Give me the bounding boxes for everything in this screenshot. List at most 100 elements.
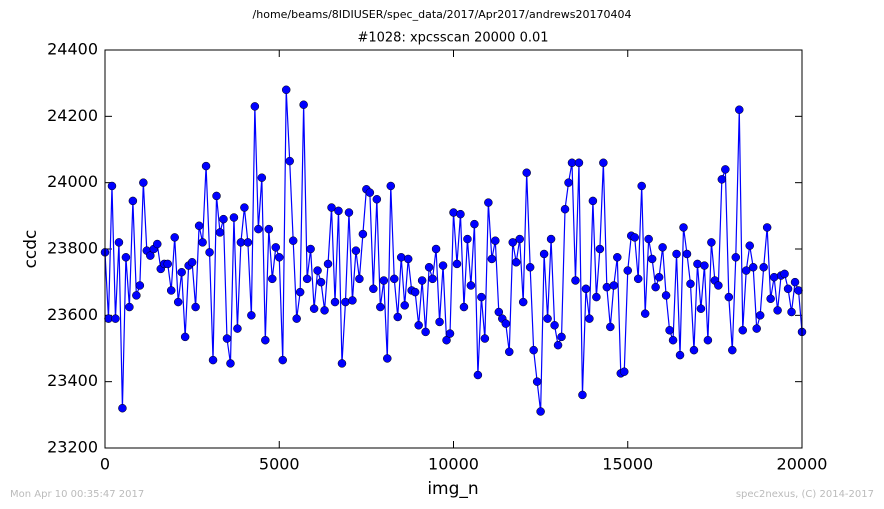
data-point: [306, 244, 315, 254]
data-point: [661, 291, 671, 300]
data-point: [320, 306, 329, 315]
data-point: [139, 178, 148, 187]
data-point: [630, 233, 639, 242]
data-point: [212, 191, 221, 201]
data-point: [201, 161, 211, 171]
data-point: [759, 262, 768, 272]
data-point: [731, 253, 741, 262]
data-point: [672, 249, 681, 259]
data-point: [383, 354, 392, 363]
data-point: [571, 276, 580, 285]
data-point: [424, 262, 434, 272]
data-point: [592, 292, 601, 302]
data-point: [194, 221, 204, 231]
data-point: [250, 102, 260, 111]
data-point: [766, 294, 775, 303]
data-point: [295, 287, 305, 297]
data-point: [557, 332, 566, 342]
data-point: [550, 321, 559, 330]
data-point: [518, 297, 528, 307]
data-point: [438, 261, 448, 270]
chart-title: #1028: xpcsscan 20000 0.01: [357, 31, 548, 46]
data-point: [752, 324, 761, 333]
data-point: [717, 175, 727, 184]
data-point: [536, 407, 545, 416]
footer-left: Mon Apr 10 00:35:47 2017: [10, 489, 144, 500]
data-point: [574, 158, 584, 168]
y-tick-label: 24200: [47, 106, 98, 125]
data-point: [581, 284, 591, 294]
data-point: [602, 282, 612, 292]
data-point: [330, 297, 340, 307]
data-point: [794, 286, 803, 295]
y-tick-label: 24400: [47, 40, 98, 59]
data-point: [146, 251, 155, 260]
data-point: [191, 302, 200, 312]
data-point: [445, 329, 455, 338]
data-point: [682, 249, 692, 259]
data-point: [644, 234, 653, 244]
data-point: [135, 281, 145, 290]
data-point: [379, 276, 389, 285]
data-point: [226, 359, 235, 368]
data-point: [327, 203, 336, 212]
data-point: [435, 317, 444, 327]
data-point: [452, 259, 462, 269]
data-point: [609, 281, 619, 290]
data-point: [529, 345, 538, 355]
data-point: [278, 355, 287, 365]
data-point: [658, 243, 667, 252]
data-point: [177, 267, 186, 277]
data-point: [588, 196, 598, 206]
data-point: [543, 314, 552, 323]
data-point: [470, 219, 479, 229]
data-point: [780, 269, 789, 279]
data-point: [654, 272, 664, 282]
data-point: [511, 258, 521, 267]
data-point: [386, 181, 396, 191]
data-point: [620, 367, 629, 376]
data-point: [647, 254, 657, 264]
data-point: [456, 209, 465, 219]
data-point: [515, 234, 524, 244]
data-point: [240, 203, 249, 212]
data-point: [369, 284, 378, 294]
data-point: [728, 345, 737, 355]
data-point: [247, 311, 256, 320]
data-point: [400, 301, 409, 310]
data-point: [442, 335, 451, 345]
data-point: [707, 238, 716, 247]
data-point: [532, 377, 542, 386]
data-point: [484, 198, 493, 207]
data-point: [243, 238, 253, 247]
data-point: [431, 244, 441, 254]
data-point: [494, 307, 504, 317]
data-point: [463, 234, 472, 244]
data-point: [487, 254, 497, 264]
data-point: [755, 311, 765, 320]
data-point: [292, 314, 301, 323]
data-point: [480, 334, 490, 343]
data-point: [208, 355, 218, 365]
data-point: [417, 276, 427, 285]
plot-frame: [104, 49, 803, 449]
data-point: [741, 266, 751, 275]
data-point: [553, 340, 563, 350]
data-point: [396, 253, 406, 262]
data-point: [637, 181, 646, 191]
data-point: [769, 272, 779, 282]
data-point: [365, 188, 375, 197]
data-point: [111, 314, 120, 323]
data-point: [358, 229, 368, 239]
data-point: [546, 234, 556, 244]
data-point: [721, 165, 730, 174]
data-point: [668, 335, 678, 345]
data-point: [107, 181, 117, 191]
data-point: [505, 347, 514, 357]
data-point: [275, 253, 284, 262]
data-point: [633, 274, 643, 284]
data-point: [313, 266, 322, 275]
data-point: [309, 304, 319, 313]
data-point: [477, 292, 486, 302]
